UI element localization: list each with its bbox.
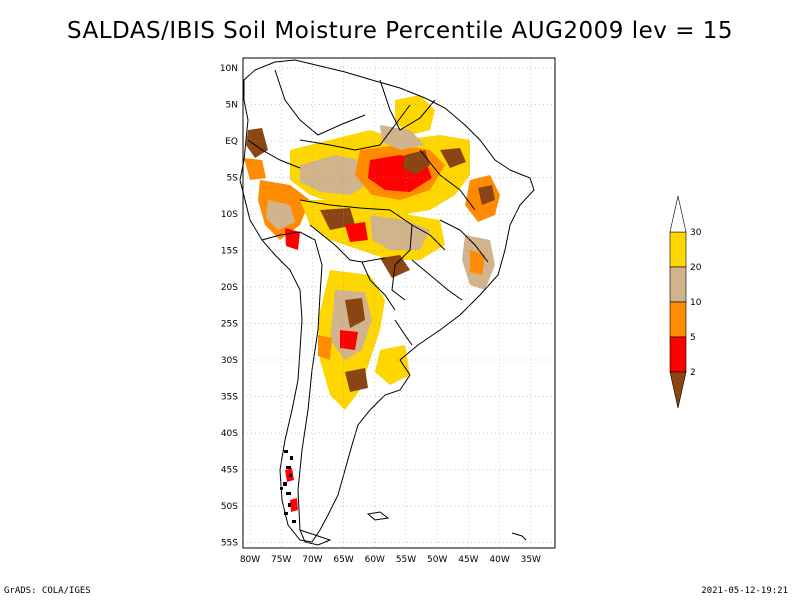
lon-label: 50W bbox=[427, 555, 447, 565]
percentile-patches bbox=[244, 95, 500, 512]
lon-label: 65W bbox=[333, 555, 353, 565]
atlantic-island bbox=[511, 532, 527, 541]
border-peru-ecuador bbox=[247, 139, 301, 169]
lat-label: 50S bbox=[221, 502, 238, 512]
patch-brown-ecuador bbox=[246, 128, 268, 158]
longitude-labels: 80W 75W 70W 65W 60W 55W 50W 45W 40W 35W bbox=[240, 555, 541, 565]
patch-red-peru bbox=[285, 228, 300, 250]
lon-label: 40W bbox=[489, 555, 509, 565]
falklands bbox=[366, 511, 390, 521]
colorbar-box bbox=[669, 336, 687, 373]
colorbar-box bbox=[669, 301, 687, 338]
latitude-labels: 10N 5N EQ 5S 10S 15S 20S 25S 30S 35S 40S 45S 50S 55S bbox=[220, 64, 238, 549]
continent-coastline bbox=[239, 59, 535, 543]
border-argentina-uruguay bbox=[394, 319, 413, 346]
lat-label: 20S bbox=[221, 283, 238, 293]
lat-label: 10N bbox=[220, 64, 238, 74]
lat-label: 35S bbox=[221, 393, 238, 403]
border-paraguay bbox=[361, 261, 396, 311]
colorbar-label: 20 bbox=[690, 263, 702, 273]
colorbar-box bbox=[669, 266, 687, 303]
patch-yellow-guiana bbox=[395, 95, 435, 135]
patch-brown-bolivia bbox=[320, 208, 355, 230]
colorbar-box bbox=[669, 231, 687, 268]
colorbar-legend: 30 20 10 5 2 bbox=[669, 195, 702, 409]
lon-label: 70W bbox=[302, 555, 322, 565]
border-amazon-north bbox=[299, 104, 411, 151]
lon-label: 75W bbox=[271, 555, 291, 565]
colorbar-bottom-triangle bbox=[669, 371, 687, 409]
border-brazil-states2 bbox=[439, 219, 489, 263]
patch-orange-cordoba bbox=[318, 335, 332, 360]
patch-brown-northeast bbox=[478, 185, 495, 205]
patch-brown-chaco bbox=[345, 298, 365, 328]
border-bolivia bbox=[309, 224, 386, 263]
lon-label: 55W bbox=[396, 555, 416, 565]
lon-label: 60W bbox=[365, 555, 385, 565]
map-title: SALDAS/IBIS Soil Moisture Percentile AUG… bbox=[66, 18, 734, 44]
lat-label: 40S bbox=[221, 429, 238, 439]
patch-tan-peru bbox=[266, 200, 295, 230]
grid bbox=[243, 58, 555, 548]
lat-label: 5S bbox=[227, 174, 239, 184]
patch-red-bolivia bbox=[345, 222, 368, 242]
lat-label: 5N bbox=[226, 101, 238, 111]
colorbar-label: 30 bbox=[690, 228, 702, 238]
patch-brown-amazon bbox=[403, 150, 430, 175]
lat-label: 55S bbox=[221, 539, 238, 549]
patch-orange-ecuador bbox=[244, 158, 266, 180]
colorbar-label: 2 bbox=[690, 368, 696, 378]
patch-red-chaco bbox=[340, 330, 358, 350]
border-andes bbox=[261, 231, 323, 531]
colorbar-label: 10 bbox=[690, 298, 702, 308]
patch-tan-central bbox=[370, 215, 430, 250]
footer-timestamp: 2021-05-12-19:21 bbox=[701, 586, 788, 596]
border-brazil-states3 bbox=[411, 259, 463, 301]
plot-frame bbox=[242, 57, 556, 549]
lat-label: 30S bbox=[221, 356, 238, 366]
lon-label: 80W bbox=[240, 555, 260, 565]
lat-label: 10S bbox=[221, 210, 238, 220]
border-colombia bbox=[274, 69, 366, 136]
patch-tan-north bbox=[300, 155, 375, 195]
lat-label: 45S bbox=[221, 466, 238, 476]
lon-label: 45W bbox=[458, 555, 478, 565]
lat-label: 25S bbox=[221, 320, 238, 330]
colorbar-top-triangle bbox=[669, 195, 687, 233]
colorbar-label: 5 bbox=[690, 333, 696, 343]
border-brazil-states4 bbox=[411, 224, 446, 251]
patch-brown-east bbox=[440, 148, 466, 168]
border-guianas bbox=[379, 79, 436, 131]
patch-brown-pampa bbox=[345, 368, 368, 392]
lat-label: EQ bbox=[225, 137, 238, 147]
country-outlines bbox=[239, 59, 535, 546]
footer-credit: GrADS: COLA/IGES bbox=[4, 586, 91, 596]
border-brazil-states1 bbox=[419, 149, 476, 211]
patch-orange-southeast bbox=[470, 250, 485, 275]
lon-label: 35W bbox=[521, 555, 541, 565]
chile-coast-speckle bbox=[280, 450, 296, 523]
patch-yellow-uruguay bbox=[375, 345, 410, 385]
patch-tan-guiana bbox=[380, 125, 425, 150]
lat-label: 15S bbox=[221, 247, 238, 257]
patch-red-patagonia2 bbox=[290, 498, 298, 512]
